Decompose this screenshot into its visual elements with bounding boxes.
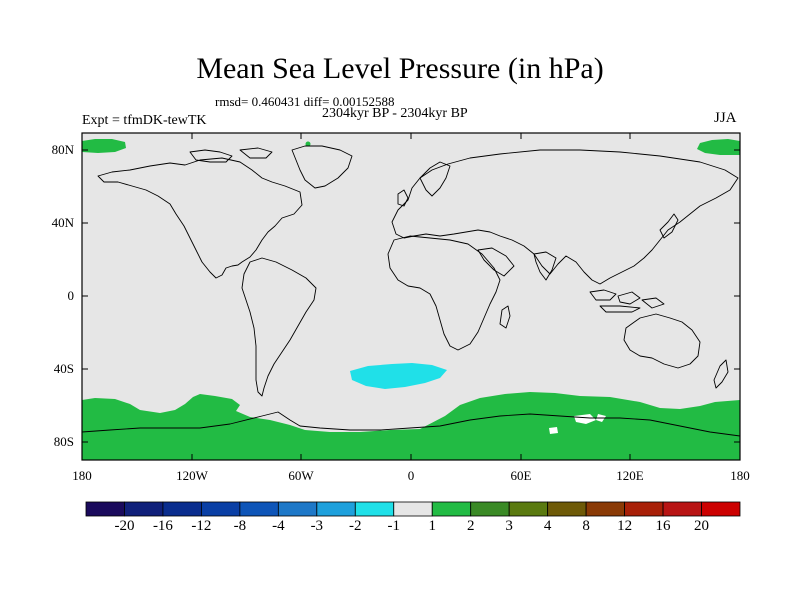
- season-label: JJA: [714, 110, 737, 126]
- lon-label-180w: 180: [72, 468, 92, 483]
- coast-australia: [623, 313, 701, 369]
- lat-label-40n: 40N: [51, 215, 74, 230]
- colorbar-label-8: 1: [428, 518, 436, 534]
- longitude-ticks: [81, 133, 741, 460]
- colorbar-box-3: [201, 501, 241, 517]
- colorbar-label-9: 2: [466, 518, 475, 534]
- coast-scandinavia: [419, 161, 451, 197]
- coast-north-america: [97, 157, 303, 279]
- coast-eurasia: [391, 149, 739, 285]
- colorbar-box-16: [701, 501, 741, 517]
- lon-label-120e: 120E: [616, 468, 644, 483]
- lon-label-120w: 120W: [176, 468, 208, 483]
- positive-anomaly-regions: [82, 139, 740, 460]
- colorbar-label-11: 4: [543, 518, 552, 534]
- colorbar-label-1: -16: [152, 518, 173, 534]
- colorbar-box-9: [431, 501, 472, 517]
- colorbar-box-1: [124, 501, 164, 517]
- colorbar-box-4: [239, 501, 279, 517]
- colorbar-label-3: -8: [233, 518, 247, 534]
- colorbar-box-7: [354, 501, 395, 517]
- colorbar-box-10: [470, 501, 510, 517]
- experiment-label: Expt = tfmDK-tewTK: [82, 113, 207, 128]
- colorbar-label-4: -4: [272, 518, 285, 534]
- colorbar-label-15: 20: [694, 518, 710, 534]
- arctic-positive-region-west: [82, 139, 126, 153]
- colorbar-label-6: -2: [349, 518, 362, 534]
- colorbar-box-2: [162, 501, 202, 517]
- coast-greenland: [291, 145, 353, 189]
- lon-label-60e: 60E: [510, 468, 532, 483]
- lon-label-0: 0: [407, 468, 415, 483]
- colorbar-box-6: [316, 501, 356, 517]
- colorbar-box-13: [585, 501, 625, 517]
- lat-label-80n: 80N: [51, 142, 74, 157]
- latitude-ticks: [82, 149, 740, 443]
- coast-india: [533, 251, 557, 281]
- antarctic-neutral-hole-1: [574, 414, 596, 424]
- map-title: Mean Sea Level Pressure (in hPa): [196, 52, 604, 85]
- colorbar: [85, 501, 741, 517]
- coast-south-america: [241, 257, 317, 397]
- coast-british-isles: [397, 189, 409, 207]
- colorbar-label-2: -12: [191, 518, 212, 534]
- negative-anomaly-region: [350, 363, 447, 389]
- colorbar-label-7: -1: [387, 518, 401, 534]
- coast-madagascar: [499, 305, 511, 329]
- antarctic-neutral-hole-3: [549, 427, 558, 434]
- colorbar-box-15: [662, 501, 702, 517]
- colorbar-box-11: [508, 501, 549, 517]
- colorbar-label-5: -3: [310, 518, 324, 534]
- antarctic-positive-region: [82, 392, 740, 460]
- lon-label-60w: 60W: [288, 468, 314, 483]
- colorbar-box-0: [85, 501, 125, 517]
- lat-label-40s: 40S: [53, 361, 74, 376]
- arctic-positive-dot: [305, 141, 311, 147]
- coast-arabia: [477, 247, 515, 277]
- colorbar-box-5: [277, 501, 318, 517]
- arctic-positive-region-east: [697, 139, 740, 155]
- lat-label-80s: 80S: [53, 434, 74, 449]
- colorbar-label-14: 16: [655, 518, 671, 534]
- colorbar-box-8: [393, 501, 433, 517]
- coast-antarctica: [81, 411, 741, 437]
- colorbar-box-14: [624, 501, 664, 517]
- coast-arctic-islands: [189, 147, 273, 163]
- rmsd-diff-stats: rmsd= 0.460431 diff= 0.00152588: [215, 94, 395, 109]
- colorbar-label-10: 3: [505, 518, 513, 534]
- lat-label-eq: 0: [67, 288, 75, 303]
- colorbar-label-13: 12: [617, 518, 633, 534]
- coast-africa: [387, 235, 501, 351]
- period-label: 2304kyr BP - 2304kyr BP: [322, 106, 468, 121]
- coast-new-zealand: [713, 359, 729, 389]
- coast-southeast-asia-islands: [589, 289, 665, 313]
- coastlines: [81, 145, 741, 437]
- colorbar-label-0: -20: [114, 518, 135, 534]
- coast-japan: [659, 213, 679, 239]
- colorbar-label-12: 8: [582, 518, 590, 534]
- colorbar-box-12: [547, 501, 587, 517]
- lon-label-180e: 180: [730, 468, 750, 483]
